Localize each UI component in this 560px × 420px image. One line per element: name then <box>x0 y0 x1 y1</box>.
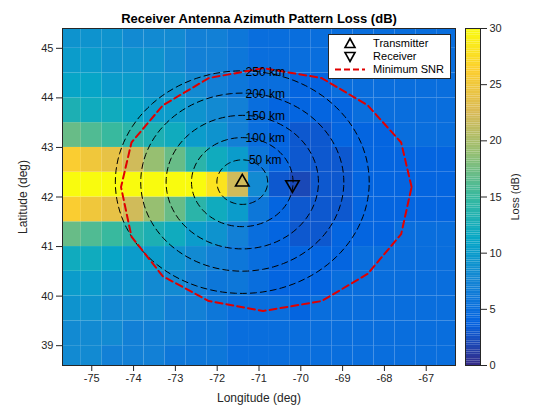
svg-text:150 km: 150 km <box>246 109 285 123</box>
svg-text:42: 42 <box>41 191 53 203</box>
svg-text:-71: -71 <box>251 372 267 384</box>
svg-text:Latitude (deg): Latitude (deg) <box>16 160 30 234</box>
svg-text:40: 40 <box>41 290 53 302</box>
svg-text:50 km: 50 km <box>249 153 282 167</box>
svg-text:20: 20 <box>490 134 502 146</box>
svg-text:-68: -68 <box>376 372 392 384</box>
svg-text:Longitude (deg): Longitude (deg) <box>217 391 301 405</box>
svg-text:-67: -67 <box>418 372 434 384</box>
svg-text:15: 15 <box>490 191 502 203</box>
html-text:Minimum SNR: Minimum SNR <box>373 63 444 75</box>
svg-text:45: 45 <box>41 42 53 54</box>
svg-text:100 km: 100 km <box>246 131 285 145</box>
html-text:Transmitter: Transmitter <box>373 37 429 49</box>
svg-text:39: 39 <box>41 339 53 351</box>
svg-text:43: 43 <box>41 141 53 153</box>
svg-text:5: 5 <box>490 303 496 315</box>
svg-text:-69: -69 <box>335 372 351 384</box>
svg-text:30: 30 <box>490 22 502 34</box>
svg-text:Receiver Antenna Azimuth Patte: Receiver Antenna Azimuth Pattern Loss (d… <box>121 11 397 26</box>
svg-text:10: 10 <box>490 247 502 259</box>
svg-text:-75: -75 <box>84 372 100 384</box>
svg-text:44: 44 <box>41 91 53 103</box>
svg-text:41: 41 <box>41 240 53 252</box>
svg-text:25: 25 <box>490 78 502 90</box>
svg-text:-72: -72 <box>209 372 225 384</box>
svg-text:-70: -70 <box>293 372 309 384</box>
svg-text:0: 0 <box>490 359 496 371</box>
html-text:Receiver: Receiver <box>373 50 417 62</box>
svg-text:Loss (dB): Loss (dB) <box>509 173 521 220</box>
svg-text:-73: -73 <box>167 372 183 384</box>
svg-text:-74: -74 <box>126 372 142 384</box>
svg-text:200 km: 200 km <box>246 87 285 101</box>
svg-text:250 km: 250 km <box>246 65 285 79</box>
